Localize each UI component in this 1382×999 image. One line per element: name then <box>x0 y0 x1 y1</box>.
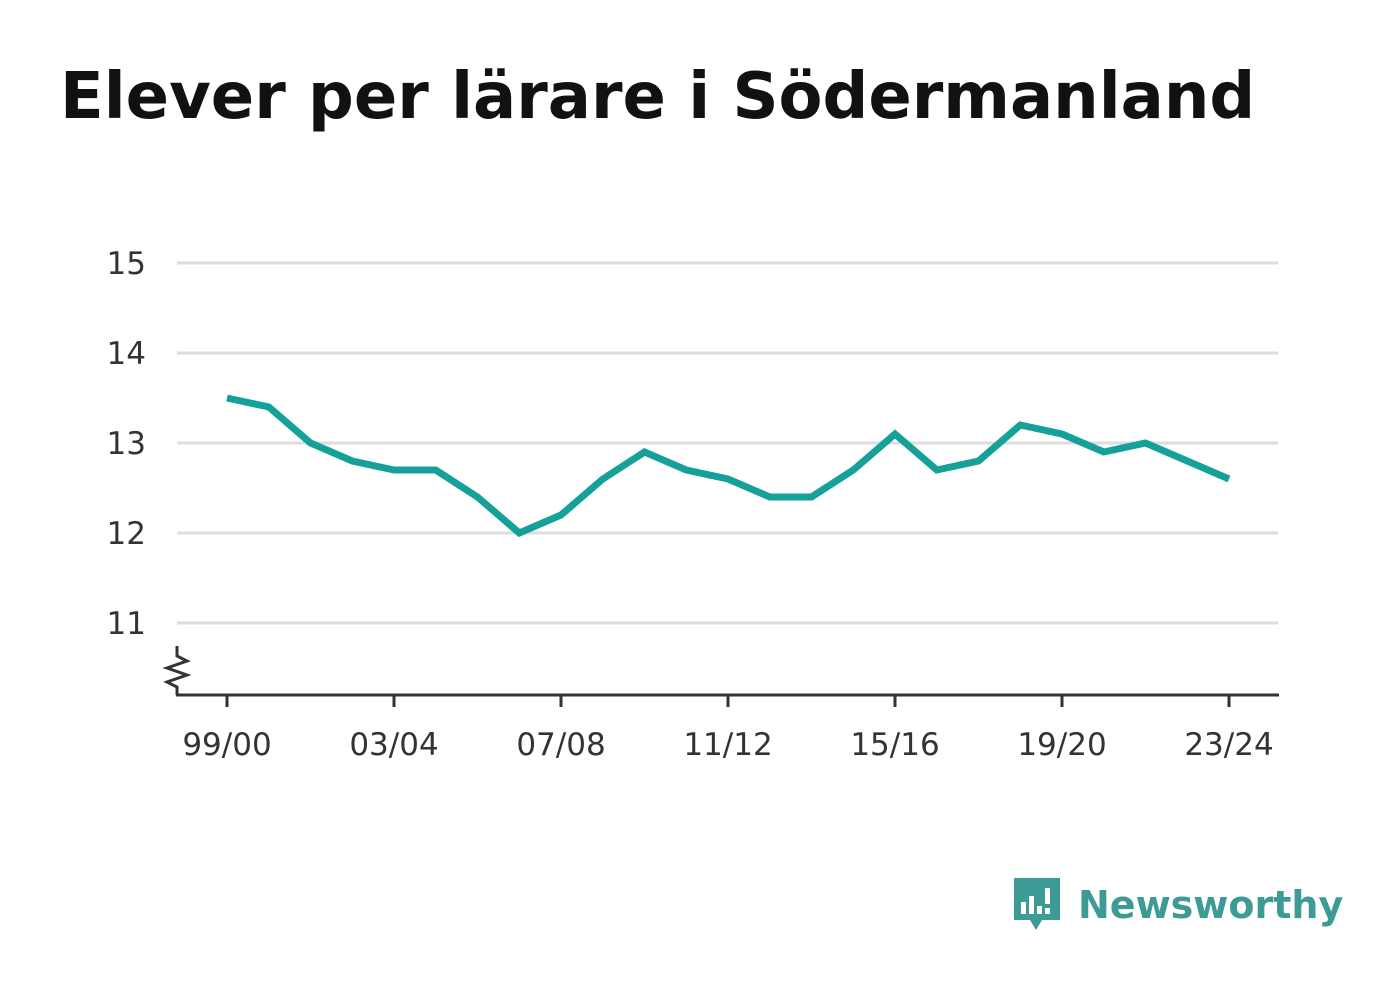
y-tick-label: 15 <box>107 246 146 282</box>
x-tick-label: 99/00 <box>182 727 271 763</box>
series-layer <box>226 394 1231 538</box>
y-tick-label: 14 <box>107 336 146 372</box>
x-tick-label: 19/20 <box>1017 727 1106 763</box>
x-tick-label: 03/04 <box>349 727 438 763</box>
series-line <box>226 394 1231 538</box>
axes: 11 12 13 14 15 99/00 03/04 07/08 11/12 15/16 19/20… <box>107 246 1279 763</box>
brand-name: Newsworthy <box>1078 883 1344 927</box>
x-tick-label: 11/12 <box>683 727 772 763</box>
newsworthy-logo: Newsworthy <box>1010 874 1343 936</box>
x-tick-label: 23/24 <box>1184 727 1273 763</box>
y-tick-label: 12 <box>107 516 146 552</box>
y-tick-label: 13 <box>107 426 146 462</box>
newsworthy-logo-icon <box>1014 878 1060 930</box>
x-tick-label: 07/08 <box>516 727 605 763</box>
grid-lines <box>177 261 1278 625</box>
chart-title: Elever per lärare i Södermanland <box>60 60 1256 134</box>
y-tick-label: 11 <box>107 606 146 642</box>
x-tick-label: 15/16 <box>850 727 939 763</box>
axis-break-icon <box>162 646 192 695</box>
